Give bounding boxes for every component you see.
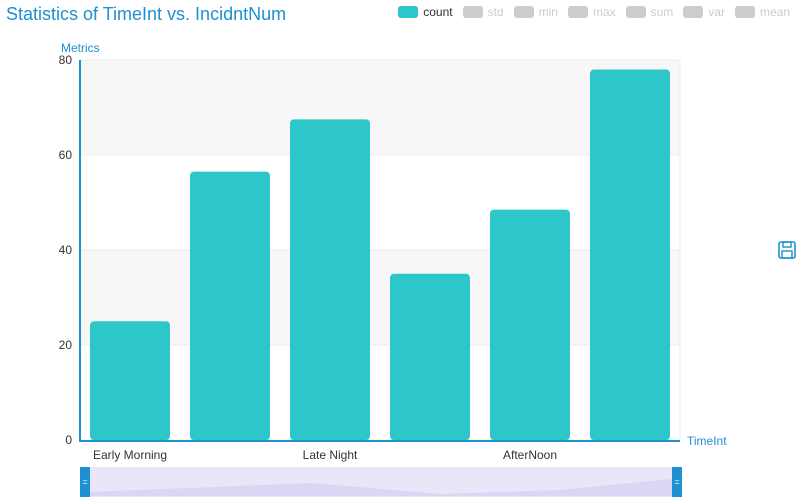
legend-label-count: count (423, 5, 453, 19)
grid-bands (80, 60, 680, 440)
bar[interactable] (490, 209, 570, 440)
legend-swatch-max (567, 6, 588, 18)
zoom-shadow-area (86, 479, 672, 496)
legend-swatch-sum (625, 6, 646, 18)
grid-band (80, 250, 680, 345)
bar[interactable] (390, 273, 470, 440)
bar[interactable] (290, 119, 370, 440)
y-axis-label: Metrics (61, 41, 100, 55)
legend-swatch-mean (734, 6, 755, 18)
legend-swatch-std (462, 6, 483, 18)
x-axis-label: TimeInt (687, 434, 727, 448)
zoom-handle-right-grip: = (675, 477, 680, 487)
x-tick-label: Early Morning (93, 448, 167, 462)
zoom-handle-left[interactable] (80, 467, 90, 497)
legend-label-min: min (538, 5, 558, 19)
grid-band (80, 60, 680, 155)
legend-item-var[interactable]: var (683, 5, 725, 19)
x-tick-label: AfterNoon (503, 448, 557, 462)
ticks-group: 0 20 40 60 80 Early Morning Late Night AfterNoo… (59, 53, 557, 462)
zoom-handle-right[interactable] (672, 467, 682, 497)
save-icon[interactable] (777, 240, 797, 260)
legend-swatch-min (513, 6, 534, 18)
axes-group (79, 60, 680, 442)
grid-band (80, 155, 680, 250)
legend-item-sum[interactable]: sum (625, 5, 674, 19)
legend-item-min[interactable]: min (513, 5, 558, 19)
y-tick-label: 60 (59, 148, 73, 162)
legend-item-std[interactable]: std (462, 5, 504, 19)
legend-swatch-var (683, 6, 704, 18)
y-tick-label: 40 (59, 243, 73, 257)
legend-item-mean[interactable]: mean (734, 5, 790, 19)
bar[interactable] (90, 321, 170, 440)
legend: count std min max sum var mean (398, 5, 790, 19)
bar[interactable] (590, 69, 670, 441)
grid-band (80, 345, 680, 440)
x-tick-label: Late Night (303, 448, 358, 462)
legend-label-std: std (487, 5, 504, 19)
chart-title: Statistics of TimeInt vs. IncidntNum (6, 4, 287, 24)
y-tick-label: 0 (65, 433, 72, 447)
legend-swatch-count (398, 6, 419, 18)
legend-label-mean: mean (759, 5, 790, 19)
bar[interactable] (190, 171, 270, 440)
legend-item-count[interactable]: count (398, 5, 453, 19)
legend-label-sum: sum (650, 5, 674, 19)
y-tick-label: 20 (59, 338, 73, 352)
legend-label-var: var (708, 5, 725, 19)
legend-label-max: max (592, 5, 616, 19)
y-tick-label: 80 (59, 53, 73, 67)
data-zoom[interactable]: = = (80, 467, 682, 497)
zoom-handle-left-grip: = (83, 477, 88, 487)
bars-group (90, 69, 670, 441)
legend-item-max[interactable]: max (567, 5, 616, 19)
